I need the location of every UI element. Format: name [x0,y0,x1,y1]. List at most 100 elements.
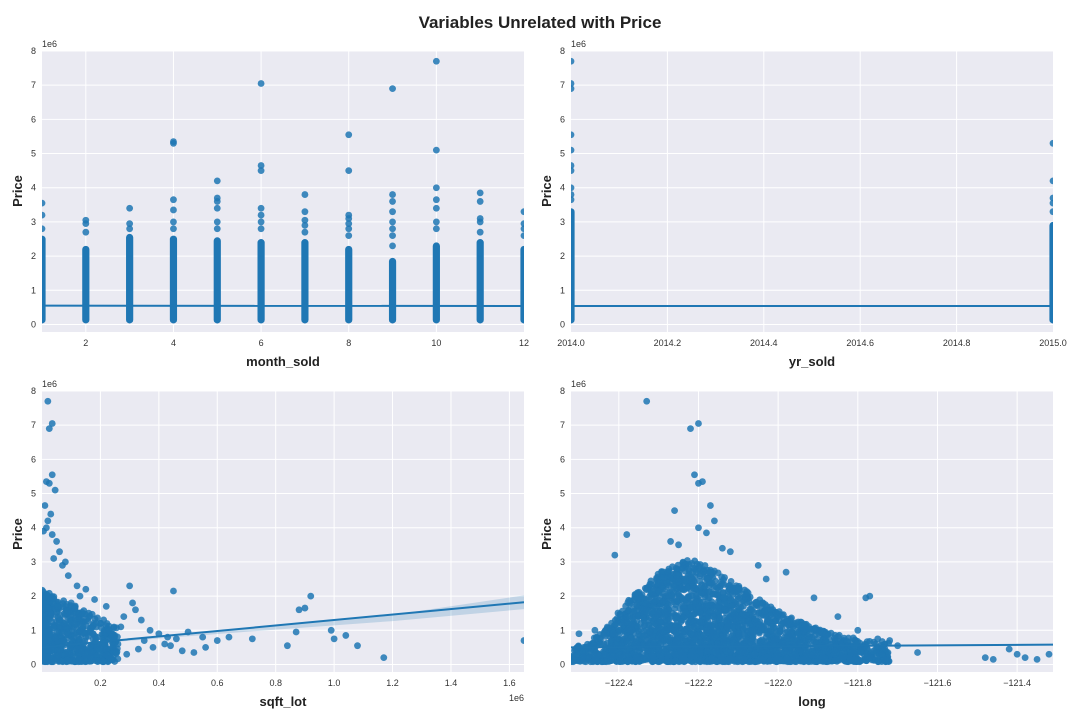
data-point [1049,199,1053,207]
data-point [687,603,695,611]
data-point [718,544,726,552]
data-point [704,594,712,602]
data-point [48,531,56,538]
data-point [804,657,812,665]
y-tick-label: 2 [31,251,36,261]
data-point [849,634,857,642]
data-point [342,632,350,639]
regression-line [42,601,524,649]
x-tick-label: 0.2 [94,678,107,688]
data-point [743,599,751,607]
data-point [170,138,177,145]
x-tick-label: −121.6 [924,678,952,688]
data-point [677,618,685,626]
data-point [617,644,625,652]
data-point [792,619,800,627]
data-point [616,610,624,618]
data-point [389,232,396,239]
data-point [248,635,256,643]
data-point [292,628,300,636]
data-point [693,631,701,639]
data-point [167,642,174,650]
y-tick-label: 4 [560,183,565,193]
data-point [634,623,641,630]
data-point [659,589,667,597]
data-column [345,245,353,324]
data-point [432,204,440,212]
data-point [137,616,145,624]
data-point [821,654,829,662]
data-point [47,610,54,618]
data-point [707,568,715,576]
data-point [655,610,663,618]
data-point [87,657,95,665]
x-tick-label: 2015.0 [1039,338,1067,348]
data-point [82,228,90,236]
data-point [129,599,136,607]
data-point [571,167,575,175]
data-point [126,204,134,212]
data-point [1033,655,1041,663]
data-point [55,651,63,659]
data-point [213,637,221,644]
data-point [741,632,748,640]
data-point [307,592,315,600]
data-point [51,634,59,642]
data-point [714,603,722,611]
x-tick-label: 1.6 [503,678,516,688]
regression-line [571,643,1053,649]
data-point [44,517,52,525]
data-point [783,654,791,662]
data-point [740,655,748,662]
data-point [776,627,784,635]
data-point [476,198,484,205]
data-point [81,651,89,659]
data-point [714,608,722,616]
data-point [257,162,265,169]
data-point [645,642,653,650]
data-point [644,585,652,593]
data-point [772,635,780,643]
data-point [642,600,650,607]
data-point [696,561,704,568]
y-tick-label: 2 [560,251,565,261]
y-offset-label: 1e6 [42,39,57,49]
data-point [706,588,714,596]
data-point [720,594,728,602]
data-point [746,593,754,601]
y-tick-label: 6 [31,454,36,464]
data-point [760,638,768,645]
data-point [283,642,291,650]
data-point [640,654,648,662]
x-axis-label: long [798,694,825,709]
data-point [673,585,680,592]
data-point [878,650,886,658]
data-point [659,568,667,576]
y-tick-label: 6 [31,114,36,124]
data-point [95,646,103,653]
data-column [388,257,397,324]
x-tick-label: 1.0 [328,678,341,688]
data-point [389,225,396,233]
data-point [807,651,815,659]
y-tick-label: 0 [31,319,36,329]
data-column [1049,221,1053,324]
y-tick-label: 5 [560,149,565,159]
data-point [782,568,790,576]
data-point [645,617,652,624]
data-point [870,647,878,655]
data-point [108,630,116,638]
data-point [726,581,733,589]
data-point [178,647,186,655]
data-column [42,235,46,324]
data-point [695,524,702,532]
x-tick-label: −121.8 [844,678,872,688]
data-point [170,225,177,233]
data-point [673,575,680,583]
data-point [595,651,602,659]
y-axis-label: Price [539,175,554,207]
data-point [86,624,94,632]
data-point [571,658,577,666]
data-point [354,642,361,650]
data-point [78,658,86,665]
